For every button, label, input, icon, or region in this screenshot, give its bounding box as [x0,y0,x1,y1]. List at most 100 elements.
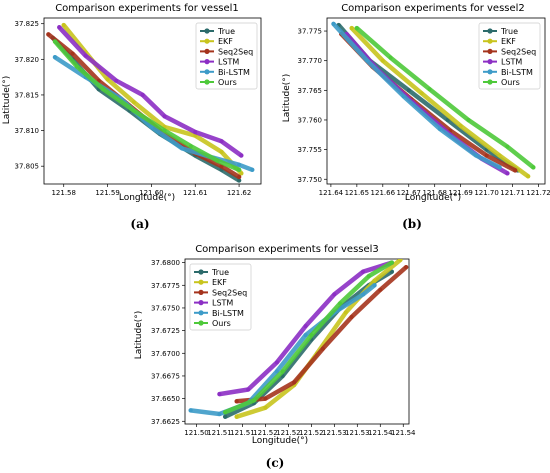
data-point [505,144,510,149]
chart-title-vessel2: Comparison experiments for vessel2 [341,3,525,14]
data-point [188,144,193,149]
x-tick-label: 121.70 [474,189,499,197]
data-point [234,399,239,404]
legend-label-true: True [500,27,518,36]
data-point [74,64,79,69]
legend-marker [198,310,204,316]
legend-marker [204,59,210,65]
y-tick-label: 37.765 [298,87,323,95]
data-point [149,125,154,130]
data-point [437,126,442,131]
data-point [57,25,62,30]
x-tick-label: 121.66 [371,189,396,197]
legend-marker [204,38,210,44]
y-tick-label: 37.6800 [151,259,180,267]
x-tick-label: 121.53 [345,429,370,437]
data-point [309,333,314,338]
legend-marker [198,300,204,306]
data-point [237,162,242,167]
x-tick-label: 121.64 [319,189,344,197]
data-point [246,387,251,392]
legend-label-lstm: LSTM [218,58,239,67]
data-point [505,171,510,176]
data-point [389,260,394,265]
y-tick-label: 37.755 [298,146,323,154]
chart-vessel2: Comparison experiments for vessel2 121.6… [282,3,550,231]
y-tick-label: 37.760 [298,116,323,124]
data-point [251,398,256,403]
series-group [188,259,409,419]
data-point [180,146,185,151]
series-line-ekf [349,25,531,179]
data-point [401,94,406,99]
legend-label-true: True [217,27,235,36]
data-point [398,259,403,262]
data-point [193,129,198,134]
x-tick-label: 121.52 [276,429,301,437]
legend-label-ekf: EKF [218,37,233,46]
x-tick-label: 121.61 [183,189,208,197]
legend-label-seq2seq: Seq2Seq [218,47,253,56]
data-point [378,287,383,292]
legend-marker [487,48,493,55]
data-point [219,149,224,154]
legend-marker [198,289,204,295]
data-point [274,360,279,365]
legend-marker [487,69,493,75]
legend-label-bi-lstm: Bi-LSTM [218,68,250,77]
y-tick-label: 37.6625 [151,418,180,426]
data-point [162,128,167,133]
data-point [526,174,531,179]
data-point [365,58,370,63]
y-tick-label: 37.810 [15,127,40,135]
legend-label-seq2seq: Seq2Seq [212,288,247,297]
legend-label-ekf: EKF [212,278,227,287]
data-point [83,53,88,58]
data-point [419,91,424,96]
data-point [239,153,244,158]
data-point [380,58,385,63]
x-tick-label: 121.54 [368,429,393,437]
legend-marker [204,69,210,75]
data-point [114,78,119,83]
x-tick-label: 121.51 [230,429,255,437]
data-point [331,21,336,26]
y-tick-label: 37.6725 [151,327,180,335]
x-tick-label: 121.58 [51,189,76,197]
chart-title-vessel1: Comparison experiments for vessel1 [55,3,239,14]
data-point [140,92,145,97]
legend-marker [198,279,204,285]
data-point [237,174,242,179]
legend-marker [204,79,210,85]
data-point [101,87,106,92]
data-point [338,301,343,306]
data-point [239,171,244,176]
y-axis-label-vessel2: Latitude(°) [282,74,292,123]
data-point [223,410,228,415]
caption-c: (c) [266,456,285,470]
y-axis-label-vessel3: Latitude(°) [134,311,144,360]
x-tick-label: 121.62 [227,189,252,197]
data-point [237,167,242,172]
data-point [354,26,359,31]
series-line-ours [354,25,536,170]
data-point [427,87,432,92]
data-point [131,108,136,113]
plot-area-vessel1: 121.58 121.59 121.60 121.61 121.62 37.805 37.8… [15,17,262,197]
data-point [466,117,471,122]
legend-marker [487,38,493,44]
y-tick-label: 37.6775 [151,282,180,290]
x-axis-label-vessel1: Longitude(°) [119,193,175,203]
y-tick-label: 37.770 [298,57,323,65]
x-tick-label: 121.71 [500,189,525,197]
series-line-ours [52,39,242,173]
data-point [188,408,193,413]
data-point [372,278,377,283]
data-point [274,369,279,374]
y-tick-label: 37.6675 [151,372,180,380]
legend-label-bi-lstm: Bi-LSTM [212,309,244,318]
x-tick-label: 121.50 [184,429,209,437]
x-tick-label: 121.59 [95,189,120,197]
